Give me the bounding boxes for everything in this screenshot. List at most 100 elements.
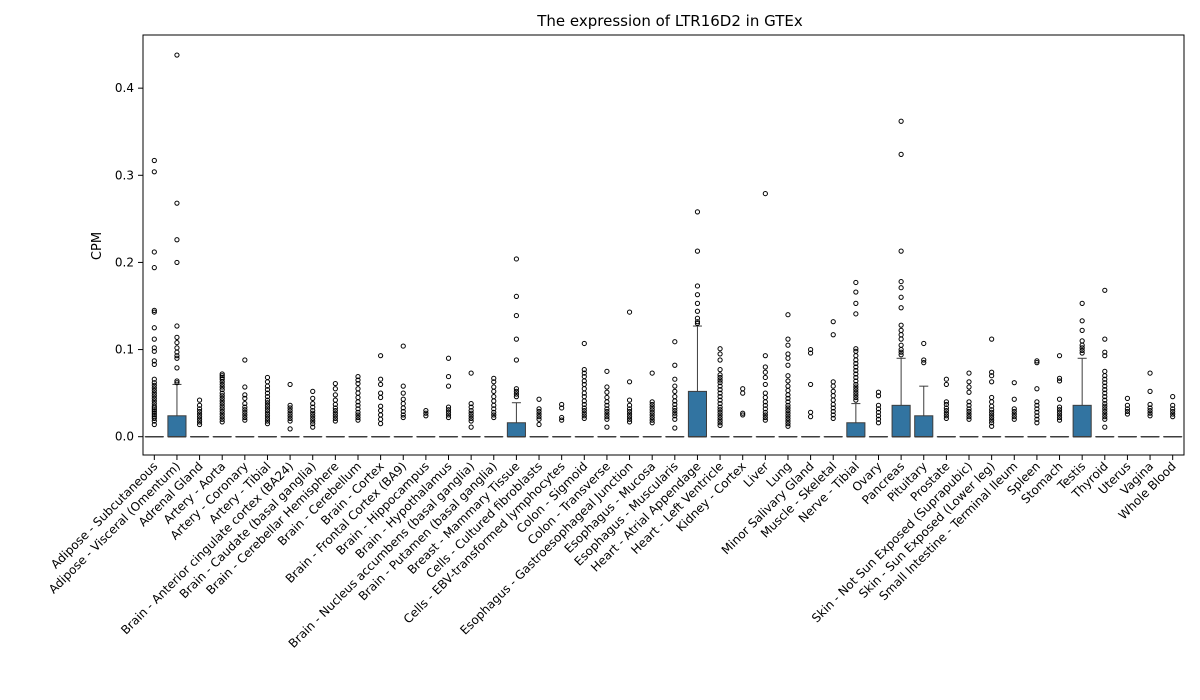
outlier-point [898, 118, 904, 124]
outlier-point [196, 411, 203, 417]
y-tick-label: 0.1 [115, 343, 134, 357]
outlier-point [717, 409, 723, 415]
outlier-point [151, 390, 157, 396]
outlier-point [174, 334, 180, 340]
outlier-point [717, 380, 723, 386]
outlier-point [400, 343, 406, 349]
outlier-point [1147, 407, 1153, 414]
outlier-point [785, 342, 791, 348]
outlier-point [287, 381, 293, 388]
outlier-point [649, 404, 655, 410]
outlier-point [287, 426, 293, 432]
outlier-point [491, 394, 497, 400]
outlier-point [672, 425, 678, 431]
outlier-point [694, 315, 701, 321]
boxes-layer [144, 52, 1183, 438]
outlier-point [264, 387, 271, 393]
outlier-point [468, 418, 474, 424]
outlier-point [1170, 414, 1176, 420]
outlier-point [694, 300, 701, 306]
outlier-point [1102, 336, 1108, 342]
x-tick-label: Adipose - Visceral (Omentum) [46, 459, 183, 596]
outlier-point [174, 237, 180, 243]
outlier-point [332, 410, 338, 416]
outlier-point [174, 378, 180, 384]
outlier-point [785, 399, 791, 405]
outlier-point [445, 373, 452, 380]
outlier-point [310, 413, 316, 419]
outlier-point [898, 336, 904, 342]
outlier-point [830, 383, 836, 389]
outlier-point [242, 395, 248, 401]
outlier-point [581, 378, 587, 384]
outlier-point [1102, 408, 1108, 415]
outlier-point [898, 248, 904, 254]
outlier-point [1147, 388, 1153, 394]
outlier-point [853, 387, 859, 393]
outlier-point [581, 367, 587, 373]
outlier-point [762, 353, 768, 359]
outlier-point [513, 256, 520, 262]
outlier-point [264, 397, 271, 403]
outlier-point [807, 350, 814, 356]
outlier-point [1011, 411, 1017, 417]
outlier-point [875, 389, 882, 395]
outlier-point [332, 380, 338, 387]
outlier-point [536, 416, 542, 422]
outlier-point [604, 406, 610, 412]
outlier-point [1102, 411, 1108, 417]
outlier-point [242, 404, 248, 410]
outlier-point [604, 411, 610, 417]
outlier-point [1170, 411, 1176, 417]
outlier-point [853, 311, 859, 317]
outlier-point [1102, 403, 1108, 409]
outlier-point [672, 388, 678, 394]
y-tick-label: 0.0 [115, 430, 134, 444]
outlier-point [717, 351, 723, 357]
outlier-point [581, 390, 587, 396]
outlier-point [853, 346, 859, 352]
outlier-point [219, 403, 225, 409]
box [914, 415, 934, 438]
outlier-point [196, 421, 203, 428]
outlier-point [1102, 376, 1108, 382]
outlier-point [1102, 390, 1108, 396]
outlier-point [468, 370, 474, 376]
outlier-point [717, 387, 723, 393]
outlier-point [174, 339, 180, 346]
outlier-point [830, 393, 836, 399]
outlier-point [875, 413, 882, 419]
outlier-point [762, 394, 768, 401]
outlier-point [875, 406, 882, 412]
outlier-point [400, 408, 406, 415]
outlier-point [785, 413, 791, 419]
outlier-point [287, 402, 293, 408]
outlier-point [1079, 300, 1085, 306]
outlier-point [1034, 360, 1040, 366]
outlier-point [355, 412, 361, 418]
outlier-point [264, 374, 271, 381]
outlier-point [649, 399, 655, 405]
outlier-point [989, 379, 995, 385]
outlier-point [853, 389, 859, 395]
outlier-point [626, 309, 633, 315]
outlier-point [1056, 409, 1063, 415]
outlier-point [626, 416, 633, 422]
outlier-point [242, 407, 248, 413]
outlier-point [264, 410, 271, 416]
outlier-point [196, 402, 203, 408]
outlier-point [219, 419, 225, 425]
outlier-point [536, 414, 542, 420]
outlier-point [264, 405, 271, 411]
outlier-point [649, 412, 655, 418]
outlier-point [604, 402, 610, 408]
outlier-point [219, 371, 225, 377]
outlier-point [1011, 416, 1017, 422]
outlier-point [355, 380, 361, 387]
outlier-point [1034, 420, 1040, 426]
outlier-point [491, 402, 497, 408]
outlier-point [1147, 413, 1153, 419]
outlier-point [355, 406, 361, 412]
outlier-point [626, 419, 633, 425]
